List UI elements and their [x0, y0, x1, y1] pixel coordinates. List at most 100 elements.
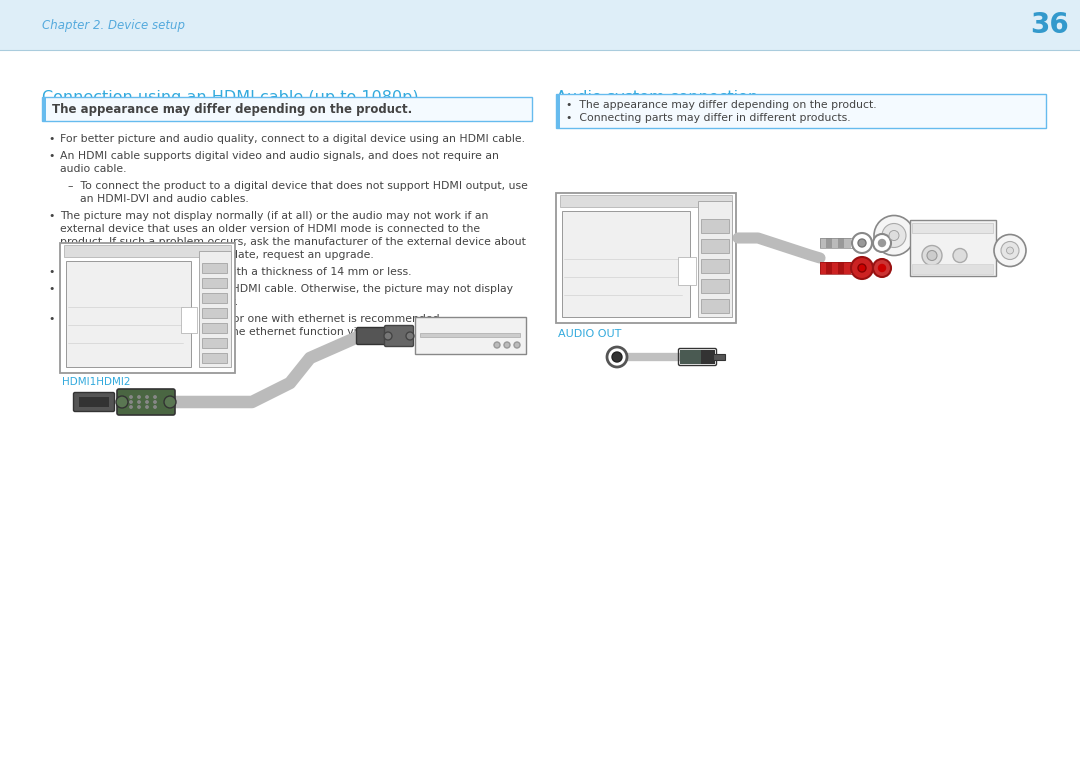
Text: Be sure to use an HDMI cable with a thickness of 14 mm or less.: Be sure to use an HDMI cable with a thic…	[60, 267, 411, 277]
Bar	[701, 259, 729, 273]
Text: HDMI1HDMI2: HDMI1HDMI2	[62, 377, 131, 387]
Bar	[713, 354, 725, 360]
Bar	[199, 251, 231, 367]
Bar	[701, 350, 708, 364]
Text: •: •	[48, 134, 54, 144]
Circle shape	[138, 396, 140, 398]
Circle shape	[116, 396, 129, 408]
Circle shape	[130, 401, 132, 403]
FancyBboxPatch shape	[117, 389, 175, 415]
Bar	[0, 0, 1080, 50]
Text: An HDMI cable supports digital video and audio signals, and does not require an: An HDMI cable supports digital video and…	[60, 151, 499, 161]
Bar	[838, 262, 845, 274]
Text: or a connection error may occur.: or a connection error may occur.	[60, 297, 238, 307]
Bar	[202, 293, 227, 303]
Circle shape	[889, 230, 899, 240]
Bar	[701, 219, 729, 233]
FancyBboxPatch shape	[415, 317, 526, 353]
Circle shape	[153, 406, 157, 408]
Bar	[562, 211, 690, 317]
Bar	[832, 238, 839, 248]
FancyBboxPatch shape	[384, 326, 414, 346]
Circle shape	[406, 332, 414, 340]
Bar	[202, 323, 227, 333]
Bar	[202, 338, 227, 348]
Text: •: •	[48, 267, 54, 277]
Circle shape	[146, 396, 148, 398]
Circle shape	[873, 234, 891, 252]
Bar	[202, 278, 227, 288]
Circle shape	[994, 234, 1026, 266]
Bar	[202, 263, 227, 273]
Circle shape	[612, 352, 622, 362]
Bar	[820, 262, 827, 274]
Bar	[64, 245, 231, 257]
Circle shape	[927, 250, 937, 260]
Circle shape	[514, 342, 519, 348]
Bar	[701, 239, 729, 253]
Bar	[912, 223, 993, 233]
Circle shape	[858, 264, 866, 272]
Bar	[820, 238, 827, 248]
Circle shape	[874, 215, 914, 256]
Bar	[832, 262, 839, 274]
Bar	[698, 201, 732, 317]
Bar	[820, 262, 852, 274]
Bar	[60, 243, 235, 373]
FancyBboxPatch shape	[909, 220, 996, 276]
Bar	[843, 238, 851, 248]
Bar	[701, 299, 729, 313]
Bar	[701, 279, 729, 293]
Circle shape	[1001, 242, 1020, 259]
Circle shape	[607, 347, 627, 367]
Circle shape	[852, 233, 872, 253]
Circle shape	[851, 257, 873, 279]
Circle shape	[873, 259, 891, 277]
Circle shape	[878, 265, 886, 272]
Circle shape	[504, 342, 510, 348]
Text: For better picture and audio quality, connect to a digital device using an HDMI : For better picture and audio quality, co…	[60, 134, 525, 144]
Circle shape	[384, 332, 392, 340]
Text: •: •	[48, 314, 54, 324]
Bar	[66, 261, 191, 367]
Text: •: •	[48, 151, 54, 161]
Bar	[420, 333, 519, 337]
Text: –  To connect the product to a digital device that does not support HDMI output,: – To connect the product to a digital de…	[68, 181, 528, 191]
Bar	[838, 238, 845, 248]
FancyBboxPatch shape	[73, 392, 114, 411]
Bar	[202, 353, 227, 363]
Text: AUDIO OUT: AUDIO OUT	[558, 329, 621, 339]
Circle shape	[130, 396, 132, 398]
Text: •  The appearance may differ depending on the product.: • The appearance may differ depending on…	[566, 100, 877, 110]
Bar	[694, 350, 701, 364]
Bar	[42, 97, 532, 121]
Bar	[687, 350, 694, 364]
Text: external device that uses an older version of HDMI mode is connected to the: external device that uses an older versi…	[60, 224, 481, 234]
Bar	[708, 350, 715, 364]
Circle shape	[153, 396, 157, 398]
Bar	[678, 257, 696, 285]
Text: A basic high-speed HDMI cable or one with ethernet is recommended.: A basic high-speed HDMI cable or one wit…	[60, 314, 443, 324]
Circle shape	[138, 406, 140, 408]
Text: Chapter 2. Device setup: Chapter 2. Device setup	[42, 18, 185, 31]
Circle shape	[494, 342, 500, 348]
Bar	[820, 238, 852, 248]
Text: Audio system connection: Audio system connection	[556, 90, 758, 105]
Circle shape	[878, 240, 886, 246]
Bar	[826, 262, 833, 274]
FancyBboxPatch shape	[356, 327, 386, 345]
Circle shape	[858, 239, 866, 247]
Bar	[42, 97, 46, 121]
Bar	[561, 195, 732, 207]
Bar	[556, 94, 1047, 128]
Bar	[680, 350, 687, 364]
Bar	[912, 263, 993, 273]
Circle shape	[882, 224, 906, 247]
Circle shape	[1007, 247, 1013, 254]
Text: 36: 36	[1030, 11, 1069, 39]
Text: product. If such a problem occurs, ask the manufacturer of the external device a: product. If such a problem occurs, ask t…	[60, 237, 526, 247]
Text: Connection using an HDMI cable (up to 1080p): Connection using an HDMI cable (up to 10…	[42, 90, 419, 105]
Circle shape	[146, 406, 148, 408]
Bar	[556, 94, 561, 128]
Circle shape	[164, 396, 176, 408]
